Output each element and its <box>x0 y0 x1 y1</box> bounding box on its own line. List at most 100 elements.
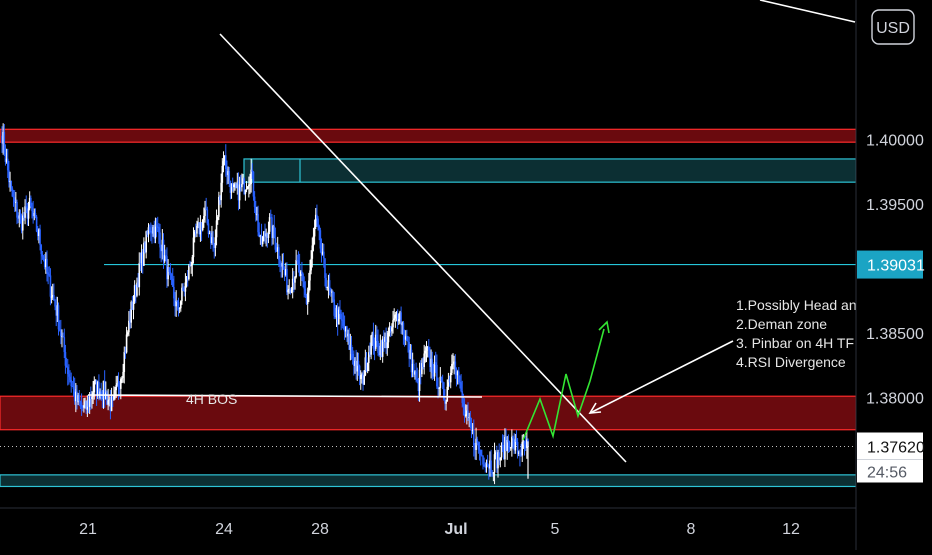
candle-up <box>83 405 85 408</box>
candle-down <box>410 349 413 373</box>
candle-up <box>446 386 449 402</box>
candle-down <box>166 256 168 280</box>
candle-up <box>192 237 195 258</box>
candle-down <box>158 227 160 233</box>
candle-up <box>214 237 217 248</box>
candle-down <box>141 252 144 266</box>
projection-path[interactable] <box>522 328 605 441</box>
candle-up <box>143 242 145 266</box>
candle-down <box>43 259 46 268</box>
candle-down <box>303 281 306 289</box>
candle-up <box>268 217 271 232</box>
candle-up <box>263 231 265 237</box>
candle-up <box>190 265 192 267</box>
note-arrow-line[interactable] <box>589 340 734 414</box>
candle-down <box>40 245 43 255</box>
demand-zone[interactable] <box>0 474 857 488</box>
candle-up <box>222 161 225 166</box>
candle-up <box>56 305 59 316</box>
candle-up <box>138 262 141 288</box>
candle-down <box>342 320 345 326</box>
candle-down <box>486 463 489 465</box>
candle-up <box>248 184 250 187</box>
supply-zone[interactable] <box>0 395 857 431</box>
candle-up <box>45 259 47 268</box>
candle-down <box>389 326 392 332</box>
candle-up <box>354 360 356 366</box>
candle-up <box>327 280 330 287</box>
trendline-main[interactable] <box>219 33 627 463</box>
candle-down <box>273 225 276 239</box>
candle-up <box>349 344 352 350</box>
candle-down <box>298 264 301 276</box>
candle-up <box>154 224 157 239</box>
supply-zone[interactable] <box>0 128 857 143</box>
candle-down <box>25 206 28 208</box>
candle-down <box>131 301 134 310</box>
candle-up <box>102 380 105 400</box>
candle-down <box>378 352 380 356</box>
candle-down <box>65 365 68 368</box>
candle-down <box>441 381 444 383</box>
candle-up <box>468 416 470 418</box>
level-price-label: 1.39031 <box>867 258 925 275</box>
candle-up <box>368 352 370 364</box>
candle-up <box>338 309 340 325</box>
price-tags-layer: 1.39031 1.37620 24:56 <box>857 250 925 483</box>
candle-down <box>459 382 461 384</box>
demand-zone[interactable] <box>243 158 857 183</box>
candle-up <box>451 364 453 373</box>
candle-up <box>93 381 96 393</box>
candle-down <box>151 232 153 234</box>
drawings-layer[interactable]: 4H BOS <box>87 0 856 463</box>
candle-down <box>520 455 522 457</box>
candle-down <box>95 379 98 397</box>
candle-down <box>396 314 399 322</box>
candle-up <box>370 335 372 355</box>
candle-up <box>24 206 26 218</box>
candle-down <box>319 230 322 249</box>
candle-down <box>13 197 16 203</box>
x-tick-label: Jul <box>444 521 467 538</box>
projection-arrowhead <box>598 320 610 334</box>
candle-down <box>266 233 269 238</box>
candle-down <box>135 285 137 296</box>
candle-down <box>302 273 304 282</box>
candle-up <box>115 384 117 391</box>
candle-down <box>508 442 511 449</box>
bos-line[interactable] <box>87 394 483 398</box>
currency-button[interactable]: USD <box>871 9 915 45</box>
candle-up <box>178 308 181 310</box>
candle-down <box>442 382 445 400</box>
candle-up <box>347 333 349 337</box>
candle-down <box>479 449 482 456</box>
last-price-label: 1.37620 <box>867 440 925 457</box>
candle-up <box>321 251 324 255</box>
candle-down <box>90 396 92 399</box>
candle-down <box>78 395 81 402</box>
candle-down <box>348 333 351 350</box>
candle-down <box>79 401 82 403</box>
candle-down <box>10 180 13 189</box>
trendline-upper-right[interactable] <box>759 0 856 23</box>
candle-up <box>38 229 40 237</box>
candle-down <box>289 288 292 293</box>
candle-down <box>403 334 406 340</box>
candle-up <box>394 314 397 319</box>
candle-up <box>197 222 199 226</box>
candle-up <box>223 155 226 162</box>
candle-up <box>201 219 204 231</box>
candle-down <box>376 334 378 341</box>
candle-down <box>35 216 38 232</box>
candle-down <box>491 472 494 474</box>
candle-down <box>117 383 120 389</box>
candle-down <box>257 214 259 233</box>
candle-down <box>6 158 9 171</box>
candle-down <box>278 247 280 260</box>
candle-down <box>129 320 131 323</box>
candle-down <box>496 452 498 469</box>
candle-up <box>295 259 297 277</box>
candle-up <box>107 400 109 405</box>
